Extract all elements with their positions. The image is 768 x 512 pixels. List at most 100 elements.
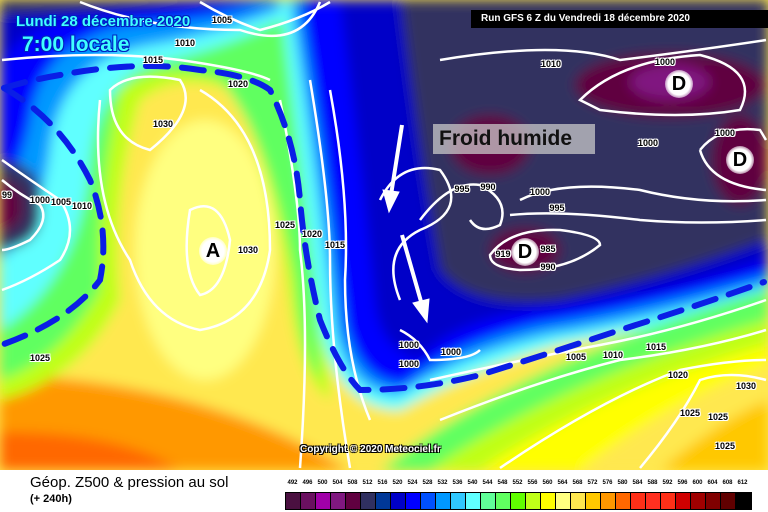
legend-swatch	[556, 493, 571, 509]
legend-swatch	[646, 493, 661, 509]
legend-swatch	[616, 493, 631, 509]
legend-swatch	[361, 493, 376, 509]
weather-map: 1005 1010 1015 1020 1030 99 1000 1005 1010 1030 10…	[0, 0, 768, 470]
legend-tick: 572	[587, 480, 598, 486]
legend-swatch	[316, 493, 331, 509]
legend-tick: 548	[497, 480, 508, 486]
legend-tick: 596	[677, 480, 688, 486]
legend-tick: 500	[317, 480, 328, 486]
isobar-label: 1015	[142, 55, 164, 65]
forecast-date: Lundi 28 décembre 2020	[16, 13, 191, 30]
legend-tick: 560	[542, 480, 553, 486]
legend-swatch	[706, 493, 721, 509]
legend-tick: 608	[722, 480, 733, 486]
isobar-label: 1000	[529, 187, 551, 197]
isobar-label: 1025	[679, 408, 701, 418]
isobar-label: 1000	[654, 57, 676, 67]
isobar-label: 1025	[274, 220, 296, 230]
legend-swatch	[466, 493, 481, 509]
isobar-label: 1010	[174, 38, 196, 48]
legend-tick: 540	[467, 480, 478, 486]
legend-tick: 556	[527, 480, 538, 486]
legend-swatch	[691, 493, 706, 509]
annotation-label: Froid humide	[433, 124, 595, 154]
legend-tick: 588	[647, 480, 658, 486]
low-pressure-center: D	[726, 146, 754, 174]
isobar-label: 1010	[540, 59, 562, 69]
isobar-label: 1020	[227, 79, 249, 89]
legend-swatch	[376, 493, 391, 509]
legend-tick: 592	[662, 480, 673, 486]
legend-swatch	[541, 493, 556, 509]
isobar-label: 1005	[50, 197, 72, 207]
isobar-label: 1000	[440, 347, 462, 357]
legend-swatch	[496, 493, 511, 509]
isobar-label: 919	[495, 249, 511, 259]
legend-swatch	[586, 493, 601, 509]
color-legend: 492 496 500 504 508 512 516 520 524 528 532 536 540 5…	[285, 480, 752, 510]
isobar-label: 1000	[714, 128, 736, 138]
low-pressure-center: D	[511, 238, 539, 266]
legend-swatch	[436, 493, 451, 509]
legend-swatch	[331, 493, 346, 509]
legend-tick: 576	[602, 480, 613, 486]
legend-swatch	[631, 493, 646, 509]
legend-swatch	[601, 493, 616, 509]
legend-tick: 532	[437, 480, 448, 486]
isobar-label: 1000	[637, 138, 659, 148]
legend-swatch	[421, 493, 436, 509]
legend-swatch	[406, 493, 421, 509]
legend-tick: 520	[392, 480, 403, 486]
isobar-label: 1015	[645, 342, 667, 352]
legend-tick: 600	[692, 480, 703, 486]
isobar-label: 1000	[29, 195, 51, 205]
legend-tick: 492	[287, 480, 298, 486]
legend-tick: 508	[347, 480, 358, 486]
legend-tick: 524	[407, 480, 418, 486]
forecast-time: 7:00 locale	[22, 33, 130, 56]
high-pressure-center: A	[199, 237, 227, 265]
legend-tick: 504	[332, 480, 343, 486]
isobar-label: 995	[454, 184, 470, 194]
run-info: Run GFS 6 Z du Vendredi 18 décembre 2020	[471, 10, 768, 28]
isobar-label: 1005	[565, 352, 587, 362]
arrow-head-icon	[382, 189, 400, 214]
legend-swatch	[391, 493, 406, 509]
isobar-label: 1025	[714, 441, 736, 451]
legend-swatch	[676, 493, 691, 509]
isobar-label: 1030	[152, 119, 174, 129]
isobar-label: 1000	[398, 359, 420, 369]
isobar-label: 1030	[237, 245, 259, 255]
legend-tick: 584	[632, 480, 643, 486]
legend-tick: 512	[362, 480, 373, 486]
legend-swatch	[721, 493, 736, 509]
isobar-label: 1020	[667, 370, 689, 380]
legend-swatch	[286, 493, 301, 509]
isobar-label: 985	[540, 244, 556, 254]
legend-swatch	[346, 493, 361, 509]
legend-tick: 544	[482, 480, 493, 486]
isobar-label: 1025	[29, 353, 51, 363]
isobar-label: 1015	[324, 240, 346, 250]
product-subtitle: (+ 240h)	[30, 493, 72, 505]
isobar-label: 1010	[71, 201, 93, 211]
arrow-head-icon	[412, 298, 430, 324]
legend-swatch	[661, 493, 676, 509]
copyright: Copyright © 2020 Meteociel.fr	[300, 444, 441, 455]
legend-swatch	[451, 493, 466, 509]
front-line-west	[1, 85, 107, 347]
product-title: Géop. Z500 & pression au sol	[30, 474, 229, 491]
legend-tick: 564	[557, 480, 568, 486]
isobar-label: 1025	[707, 412, 729, 422]
arrow-icon	[400, 234, 424, 306]
legend-tick: 568	[572, 480, 583, 486]
arrow-icon	[389, 124, 404, 196]
legend-tick: 580	[617, 480, 628, 486]
wind-arrows	[382, 124, 430, 324]
legend-tick: 612	[737, 480, 748, 486]
isobar-label: 1010	[602, 350, 624, 360]
low-pressure-center: D	[665, 70, 693, 98]
isobar-label: 995	[549, 203, 565, 213]
legend-swatch	[301, 493, 316, 509]
legend-tick: 528	[422, 480, 433, 486]
